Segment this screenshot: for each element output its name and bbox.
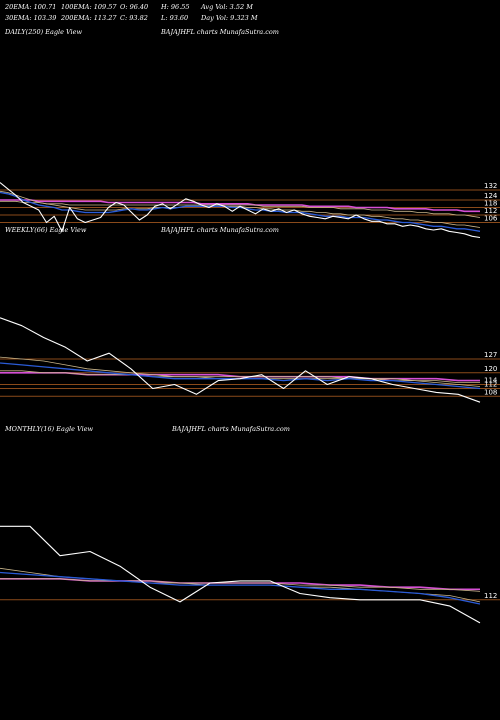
monthly-level-label: 112	[484, 592, 497, 600]
daily-level-label: 106	[484, 215, 498, 223]
monthly-chart: 112	[0, 525, 500, 624]
monthly-ema20-line	[0, 571, 481, 605]
avg-vol-value: Avg Vol: 3.52 M	[201, 3, 253, 11]
high-value: H: 96.55	[161, 3, 190, 11]
daily-level-label: 118	[484, 200, 497, 208]
monthly-ema100-line	[0, 578, 481, 592]
ema30-value: 30EMA: 103.39	[5, 14, 57, 22]
daily-panel-label: DAILY(250) Eagle View	[5, 28, 83, 36]
weekly-level-label: 114	[484, 377, 498, 385]
daily-level-label: 124	[484, 192, 498, 200]
ema100-value: 100EMA: 109.57	[61, 3, 117, 11]
weekly-level-label: 108	[484, 388, 497, 396]
monthly-panel-watermark: BAJAJHFL charts MunafaSutra.com	[172, 425, 290, 433]
daily-level-label: 112	[484, 207, 497, 215]
weekly-level-label: 127	[484, 351, 497, 359]
daily-ema200-line	[0, 199, 480, 213]
weekly-ema100-line	[0, 370, 480, 384]
low-value: L: 93.60	[161, 14, 189, 22]
day-vol-value: Day Vol: 9.323 M	[201, 14, 258, 22]
monthly-panel-label: MONTHLY(16) Eagle View	[5, 425, 94, 433]
daily-ema20-line	[0, 191, 481, 232]
daily-panel-watermark: BAJAJHFL charts MunafaSutra.com	[161, 28, 279, 36]
ema200-value: 200EMA: 113.27	[61, 14, 117, 22]
daily-level-label: 132	[484, 182, 497, 190]
close-value: C: 93.82	[120, 14, 148, 22]
weekly-level-label: 120	[484, 365, 497, 373]
weekly-level-label: 112	[484, 380, 497, 388]
daily-price-line	[0, 182, 481, 239]
monthly-price-line	[0, 525, 481, 624]
weekly-panel-label: WEEKLY(66) Eagle View	[5, 226, 87, 234]
weekly-panel-watermark: BAJAJHFL charts MunafaSutra.com	[161, 226, 279, 234]
weekly-price-line	[0, 317, 481, 403]
open-value: O: 96.40	[120, 3, 149, 11]
ema20-value: 20EMA: 100.71	[5, 3, 57, 11]
daily-ema100-line	[0, 200, 481, 218]
